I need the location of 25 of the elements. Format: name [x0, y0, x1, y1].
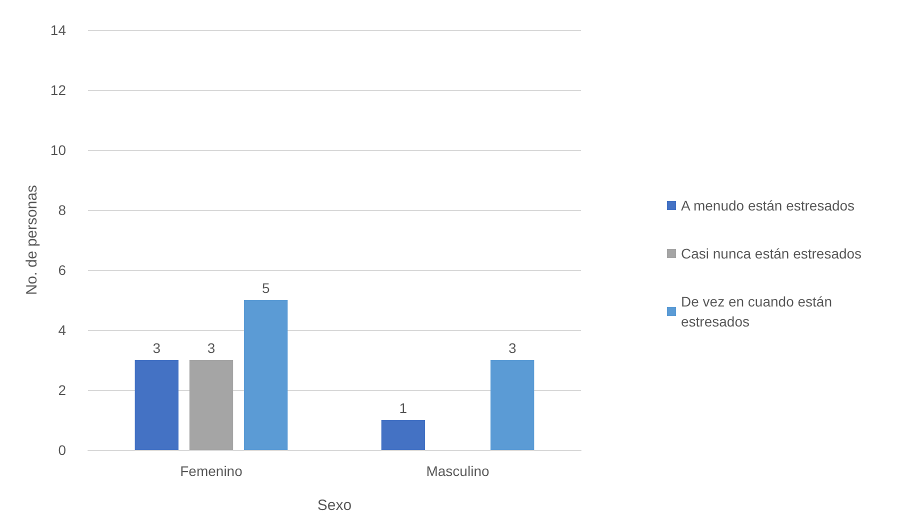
x-axis-title: Sexo: [317, 497, 352, 514]
y-tick-label: 8: [58, 202, 66, 218]
bar: [134, 360, 178, 450]
y-tick-label: 6: [58, 262, 66, 278]
data-label: 3: [152, 340, 161, 356]
y-tick-label: 2: [58, 382, 66, 398]
data-label: 5: [262, 280, 270, 296]
legend-label: De vez en cuando están estresados: [681, 294, 836, 330]
data-label: 1: [399, 400, 408, 416]
data-label: 3: [508, 340, 516, 356]
bar: [189, 360, 234, 450]
y-tick-label: 4: [58, 322, 66, 338]
y-axis-title: No. de personas: [24, 184, 41, 296]
y-tick-label: 12: [50, 82, 66, 98]
legend-label: Casi nunca están estresados: [681, 246, 862, 262]
data-label: 3: [207, 340, 216, 356]
x-tick-label: Masculino: [426, 463, 490, 479]
bar: [244, 300, 288, 450]
bar: [381, 420, 425, 450]
y-tick-label: 10: [50, 142, 66, 158]
bar: [490, 360, 534, 450]
y-tick-label: 0: [58, 442, 66, 458]
y-tick-label: 14: [50, 22, 66, 38]
x-tick-label: Femenino: [180, 463, 243, 479]
legend-label: A menudo están estresados: [681, 198, 855, 214]
